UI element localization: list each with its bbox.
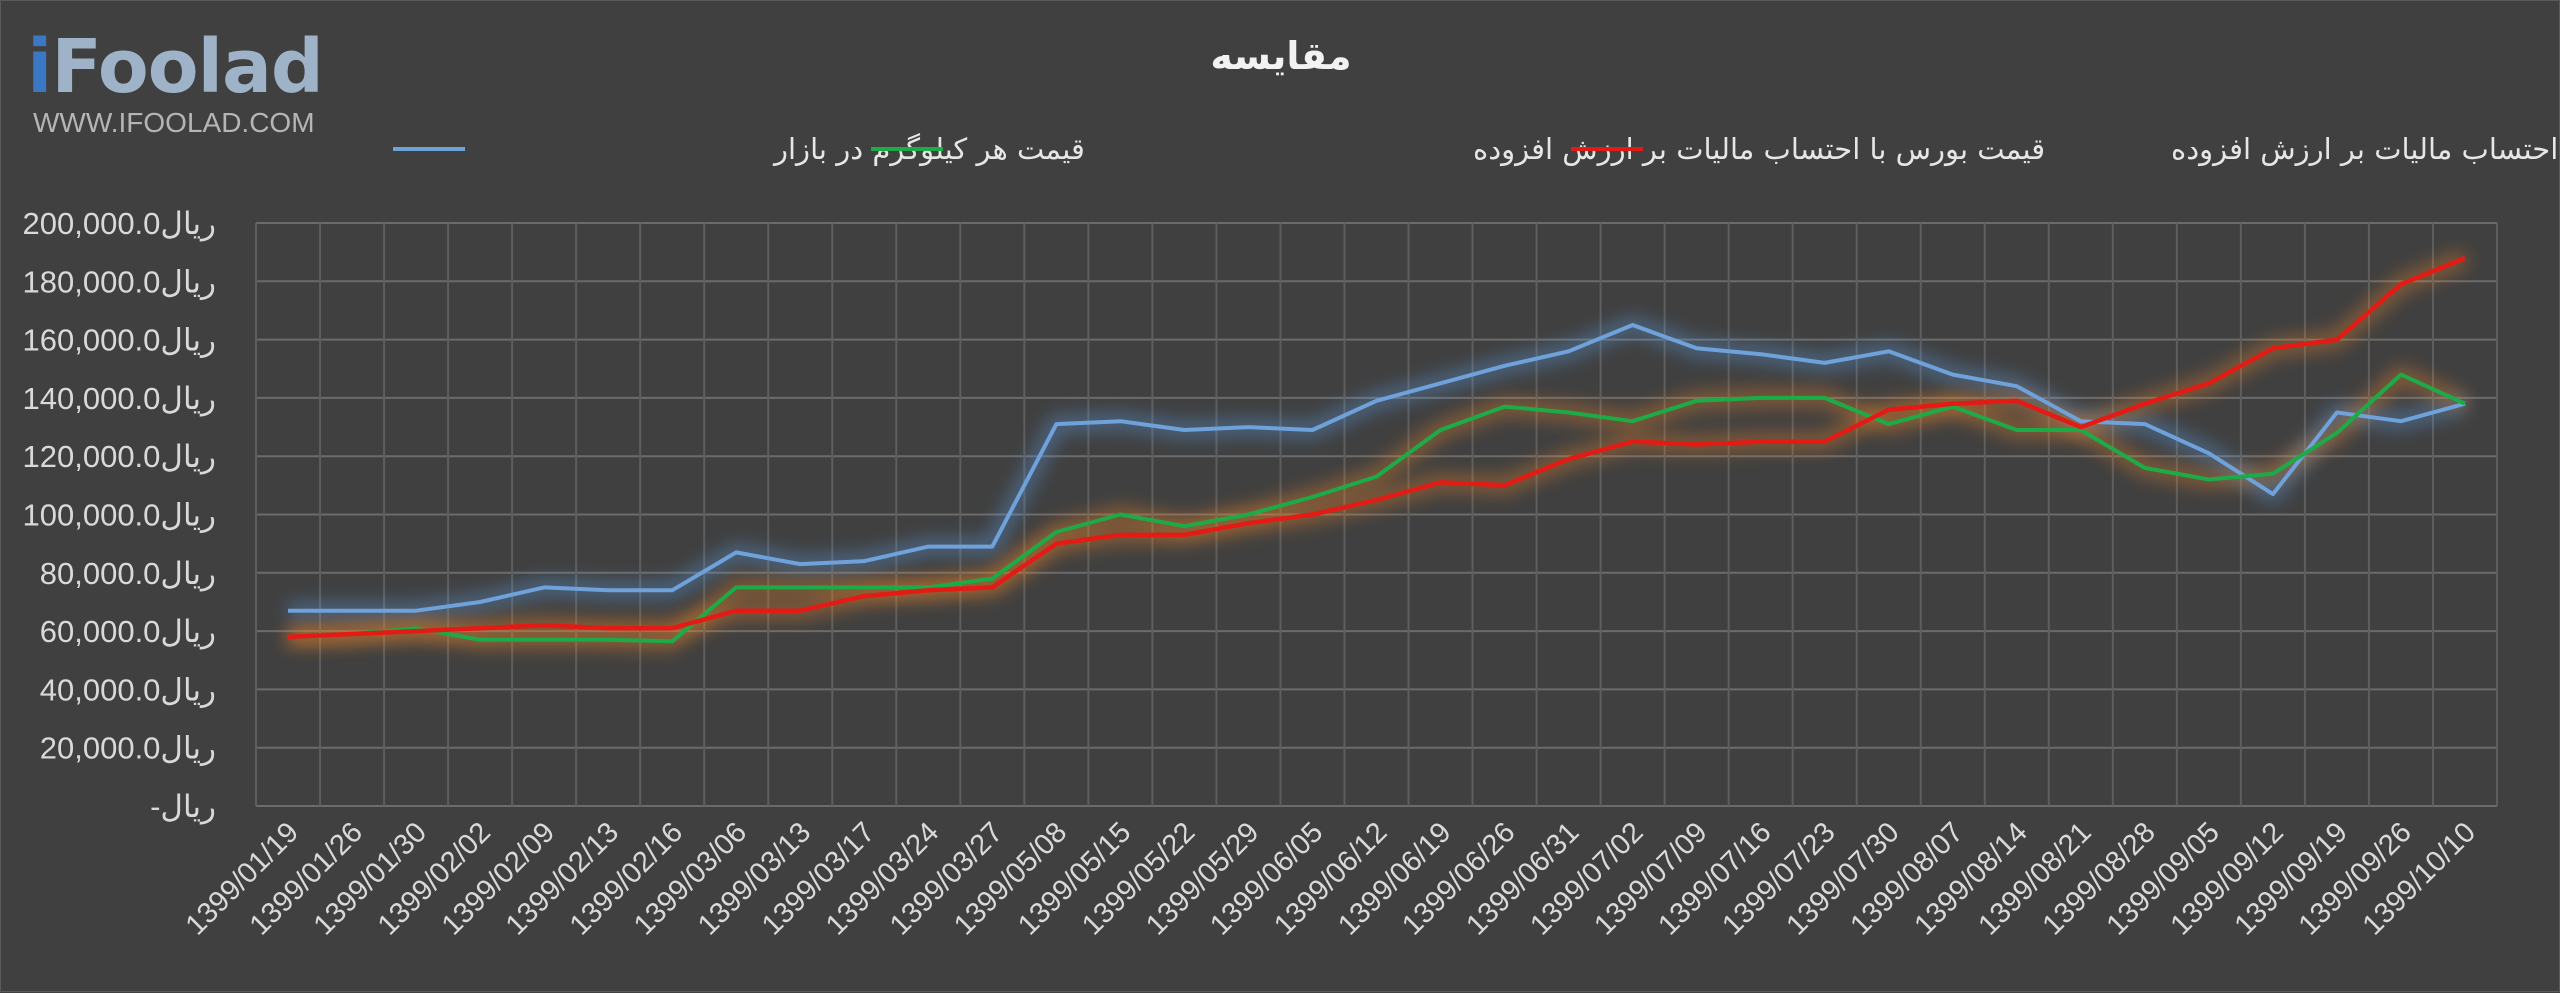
y-tick-label: 140,000.0ریال	[23, 381, 217, 417]
x-axis-ticks: 1399/01/191399/01/261399/01/301399/02/02…	[180, 816, 2482, 941]
legend-label-2: قیمت بورس با احتساب مالیات بر ارزش افزود…	[1473, 132, 2045, 166]
y-tick-label: 120,000.0ریال	[23, 439, 217, 475]
y-tick-label: 60,000.0ریال	[40, 614, 216, 650]
series-line-2	[287, 372, 2466, 644]
y-tick-label: 160,000.0ریال	[23, 323, 217, 359]
logo-letters-rest: Foolad	[51, 24, 323, 110]
series-glow-3	[287, 250, 2469, 645]
y-tick-label: -ریال	[150, 789, 216, 825]
y-tick-label: 80,000.0ریال	[40, 556, 216, 592]
chart-title: مقایسه	[1210, 34, 1351, 78]
legend-label-3: قیمت جهانی با احتساب مالیات بر ارزش افزو…	[2171, 132, 2560, 166]
logo-letter-i: i	[27, 24, 52, 110]
series-glows	[287, 250, 2469, 650]
logo-url: WWW.IFOOLAD.COM	[33, 107, 315, 138]
y-tick-label: 180,000.0ریال	[23, 264, 217, 300]
y-tick-label: 40,000.0ریال	[40, 672, 216, 708]
chart-legend: قیمت هر کیلوگرم در بازار قیمت بورس با احت…	[393, 132, 2560, 166]
chart-series	[287, 255, 2466, 644]
y-axis-ticks: -ریال 20,000.0ریال 40,000.0ریال 60,000.0ریا…	[23, 206, 217, 825]
series-line-3	[287, 255, 2466, 640]
y-tick-label: 100,000.0ریال	[23, 498, 217, 534]
ifoolad-logo: iFoolad WWW.IFOOLAD.COM	[27, 24, 347, 138]
y-tick-label: 200,000.0ریال	[23, 206, 217, 242]
y-tick-label: 20,000.0ریال	[40, 731, 216, 767]
series-line-1	[288, 323, 2466, 613]
chart-grid	[255, 222, 2498, 807]
logo-wordmark: iFoolad	[27, 24, 324, 110]
